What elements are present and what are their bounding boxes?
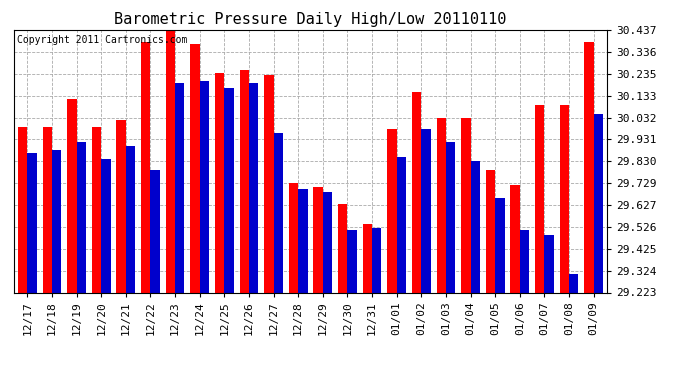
Bar — [461, 118, 471, 292]
Bar — [486, 170, 495, 292]
Bar — [471, 161, 480, 292]
Bar — [43, 127, 52, 292]
Text: Copyright 2011 Cartronics.com: Copyright 2011 Cartronics.com — [17, 35, 187, 45]
Bar — [535, 105, 544, 292]
Bar — [348, 231, 357, 292]
Bar — [593, 114, 603, 292]
Bar — [511, 185, 520, 292]
Bar — [126, 146, 135, 292]
Bar — [495, 198, 504, 292]
Bar — [117, 120, 126, 292]
Bar — [150, 170, 160, 292]
Bar — [18, 127, 28, 292]
Bar — [77, 142, 86, 292]
Bar — [52, 150, 61, 292]
Bar — [520, 231, 529, 292]
Bar — [544, 235, 554, 292]
Bar — [412, 92, 422, 292]
Bar — [190, 45, 199, 292]
Bar — [437, 118, 446, 292]
Bar — [397, 157, 406, 292]
Bar — [141, 42, 150, 292]
Bar — [323, 192, 332, 292]
Bar — [166, 29, 175, 292]
Bar — [264, 75, 273, 292]
Bar — [239, 70, 249, 292]
Bar — [363, 224, 372, 292]
Bar — [313, 187, 323, 292]
Bar — [446, 142, 455, 292]
Bar — [67, 99, 77, 292]
Bar — [249, 83, 258, 292]
Bar — [422, 129, 431, 292]
Bar — [224, 88, 234, 292]
Bar — [101, 159, 110, 292]
Bar — [569, 274, 578, 292]
Bar — [298, 189, 308, 292]
Bar — [175, 83, 184, 292]
Bar — [289, 183, 298, 292]
Bar — [28, 153, 37, 292]
Title: Barometric Pressure Daily High/Low 20110110: Barometric Pressure Daily High/Low 20110… — [115, 12, 506, 27]
Bar — [215, 73, 224, 292]
Bar — [273, 133, 283, 292]
Bar — [338, 204, 348, 292]
Bar — [560, 105, 569, 292]
Bar — [372, 228, 382, 292]
Bar — [387, 129, 397, 292]
Bar — [92, 127, 101, 292]
Bar — [584, 42, 593, 292]
Bar — [199, 81, 209, 292]
